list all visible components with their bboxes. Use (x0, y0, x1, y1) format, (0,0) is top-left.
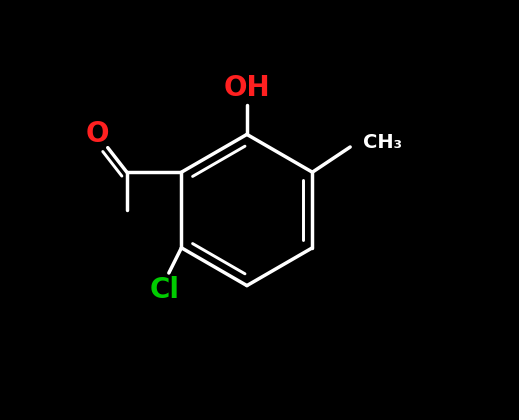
Text: Cl: Cl (149, 276, 180, 304)
Text: CH₃: CH₃ (363, 133, 402, 152)
Text: OH: OH (224, 74, 270, 102)
Text: O: O (86, 121, 109, 148)
